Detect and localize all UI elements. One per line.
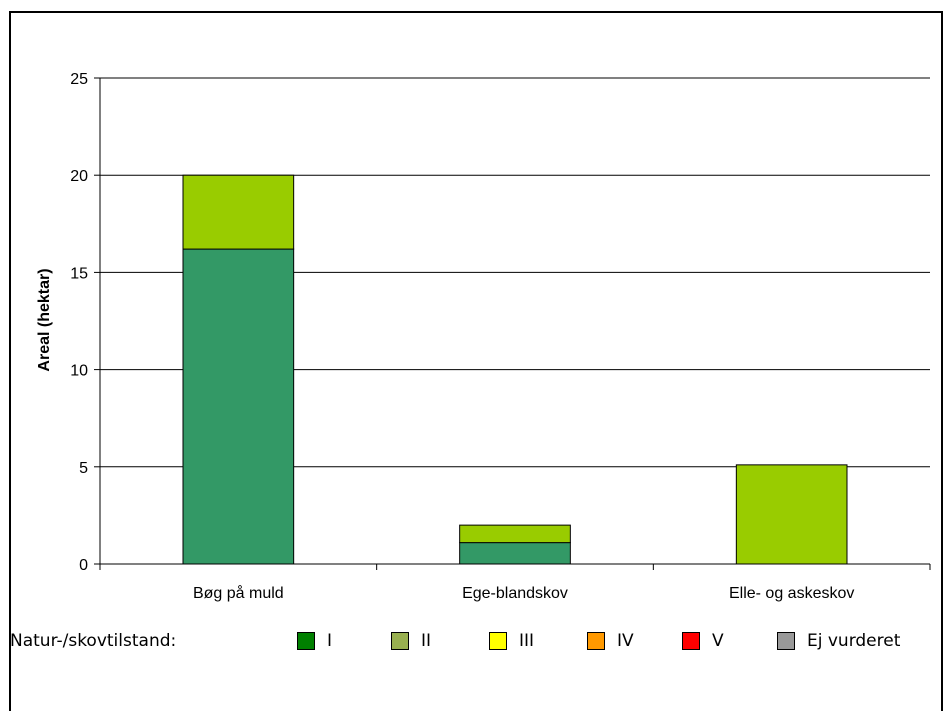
legend-swatch-iv [587, 632, 605, 650]
y-axis-label: Areal (hektar) [36, 268, 53, 371]
tick-labels: 0 5 10 15 20 25 Bøg på muld Ege-blandskov Elle- … [70, 71, 854, 602]
bar-1-series-i [182, 248, 295, 565]
legend-label-v: V [712, 631, 724, 651]
legend-swatch-iii [489, 632, 507, 650]
legend-swatch-v [682, 632, 700, 650]
bar-3-series-ii [735, 464, 848, 565]
legend: Natur-/skovtilstand: I II III IV V Ej vu… [10, 622, 940, 662]
legend-label-iii: III [519, 631, 535, 651]
legend-label-iv: IV [617, 631, 634, 651]
bar-1-series-ii [182, 174, 295, 250]
bar-chart: 0 5 10 15 20 25 Bøg på muld Ege-blandskov Elle- … [36, 71, 931, 602]
y-tick-label-5: 5 [79, 460, 88, 477]
x-tick-label-1: Bøg på muld [193, 584, 284, 602]
legend-item-i: I [297, 631, 332, 651]
legend-label-ej-vurderet: Ej vurderet [807, 631, 901, 651]
y-tick-label-0: 0 [79, 557, 88, 574]
legend-item-iv: IV [587, 631, 634, 651]
legend-swatch-ii [391, 632, 409, 650]
legend-item-v: V [682, 631, 724, 651]
legend-swatch-ej-vurderet [777, 632, 795, 650]
chart-frame [9, 11, 943, 711]
legend-swatch-i [297, 632, 315, 650]
legend-item-iii: III [489, 631, 534, 651]
bar-2-series-i [459, 542, 571, 565]
legend-label-ii: II [421, 631, 432, 651]
y-tick-label-15: 15 [70, 265, 88, 282]
legend-item-ii: II [391, 631, 431, 651]
bars [182, 174, 848, 565]
x-tick-label-3: Elle- og askeskov [729, 585, 854, 602]
legend-item-ej-vurderet: Ej vurderet [777, 631, 900, 651]
y-tick-label-25: 25 [70, 71, 88, 88]
legend-title: Natur-/skovtilstand: [10, 631, 177, 651]
x-tick-label-2: Ege-blandskov [462, 585, 568, 602]
y-tick-label-20: 20 [70, 168, 88, 185]
y-tick-label-10: 10 [70, 363, 88, 380]
legend-label-i: I [327, 631, 333, 651]
bar-2-series-ii [459, 524, 571, 544]
axes [94, 77, 931, 570]
